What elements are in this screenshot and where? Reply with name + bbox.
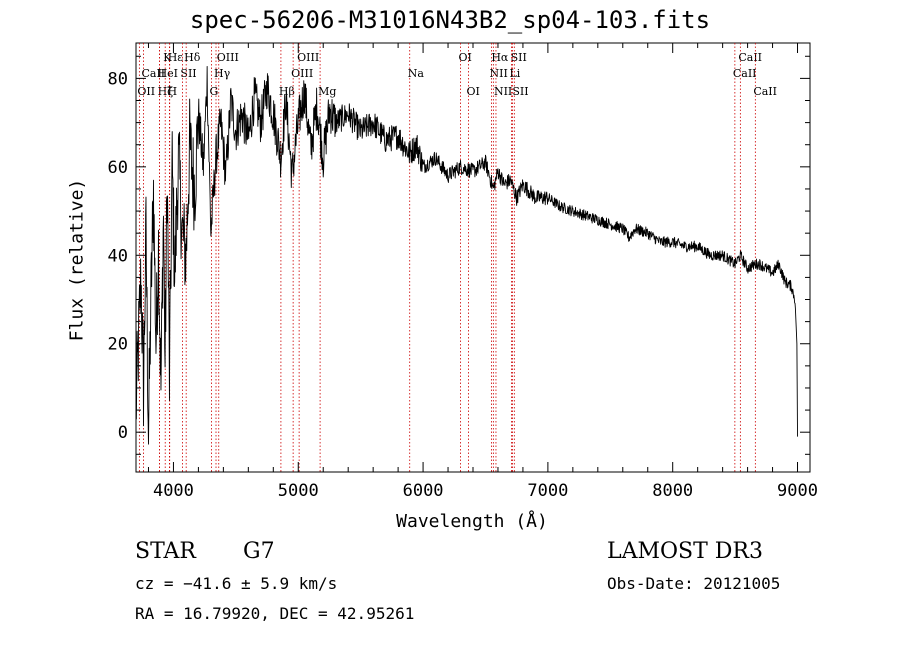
line-marker-label: CaII [733, 67, 757, 80]
object-subclass: G7 [243, 539, 275, 564]
y-tick-label: 20 [108, 335, 128, 355]
line-marker-label: OI [459, 51, 472, 64]
line-marker-label: K [163, 51, 172, 64]
axis-ticks: 4000 5000 6000 7000 8000 9000 0 20 40 60 80 [108, 43, 818, 501]
line-marker-label: Hδ [184, 51, 201, 64]
x-tick-label: 6000 [403, 481, 444, 501]
line-marker-label: CaII [141, 67, 165, 80]
spectrum-line [135, 66, 798, 445]
line-marker-label: SII [180, 67, 196, 80]
line-marker-label: Hγ [214, 67, 231, 80]
line-marker-label: OII [137, 85, 155, 98]
line-marker-label: NII [494, 85, 512, 98]
y-tick-label: 40 [108, 246, 128, 266]
x-axis-label: Wavelength (Å) [396, 511, 548, 532]
line-marker-label: SII [511, 51, 527, 64]
line-marker-label: CaII [753, 85, 777, 98]
line-marker-label: HeI [158, 67, 178, 80]
line-marker-label: Na [408, 67, 425, 80]
line-marker-label: Hε [168, 51, 184, 64]
observation-date: Obs-Date: 20121005 [607, 574, 781, 593]
coordinates-readout: RA = 16.79920, DEC = 42.95261 [135, 604, 415, 623]
line-marker-label: OI [467, 85, 480, 98]
line-marker-label: NII [489, 67, 507, 80]
x-tick-label: 4000 [153, 481, 194, 501]
chart-title: spec-56206-M31016N43B2_sp04-103.fits [189, 6, 711, 34]
line-marker-label: SII [512, 85, 528, 98]
object-class: STAR [135, 539, 196, 564]
y-axis-label: Flux (relative) [66, 178, 88, 342]
line-marker-label: OIII [291, 67, 313, 80]
line-marker-label: CaII [738, 51, 762, 64]
line-marker-label: Li [509, 67, 520, 80]
redshift-readout: cz = −41.6 ± 5.9 km/s [135, 574, 338, 593]
line-marker-label: H [167, 85, 177, 98]
y-tick-label: 0 [118, 423, 128, 443]
x-tick-label: 7000 [527, 481, 568, 501]
line-marker-label: OIII [217, 51, 239, 64]
survey-name: LAMOST DR3 [607, 539, 763, 564]
line-marker-label: Hα [491, 51, 509, 64]
line-marker-label: Hζ [158, 85, 174, 98]
x-tick-label: 8000 [652, 481, 693, 501]
line-marker-label: OIII [297, 51, 319, 64]
x-tick-label: 5000 [278, 481, 319, 501]
x-tick-label: 9000 [777, 481, 818, 501]
spectrum-series [135, 66, 798, 445]
line-marker-label: Mg [318, 85, 336, 98]
y-tick-label: 60 [108, 158, 128, 178]
y-tick-label: 80 [108, 69, 128, 89]
line-marker-label: G [210, 85, 219, 98]
